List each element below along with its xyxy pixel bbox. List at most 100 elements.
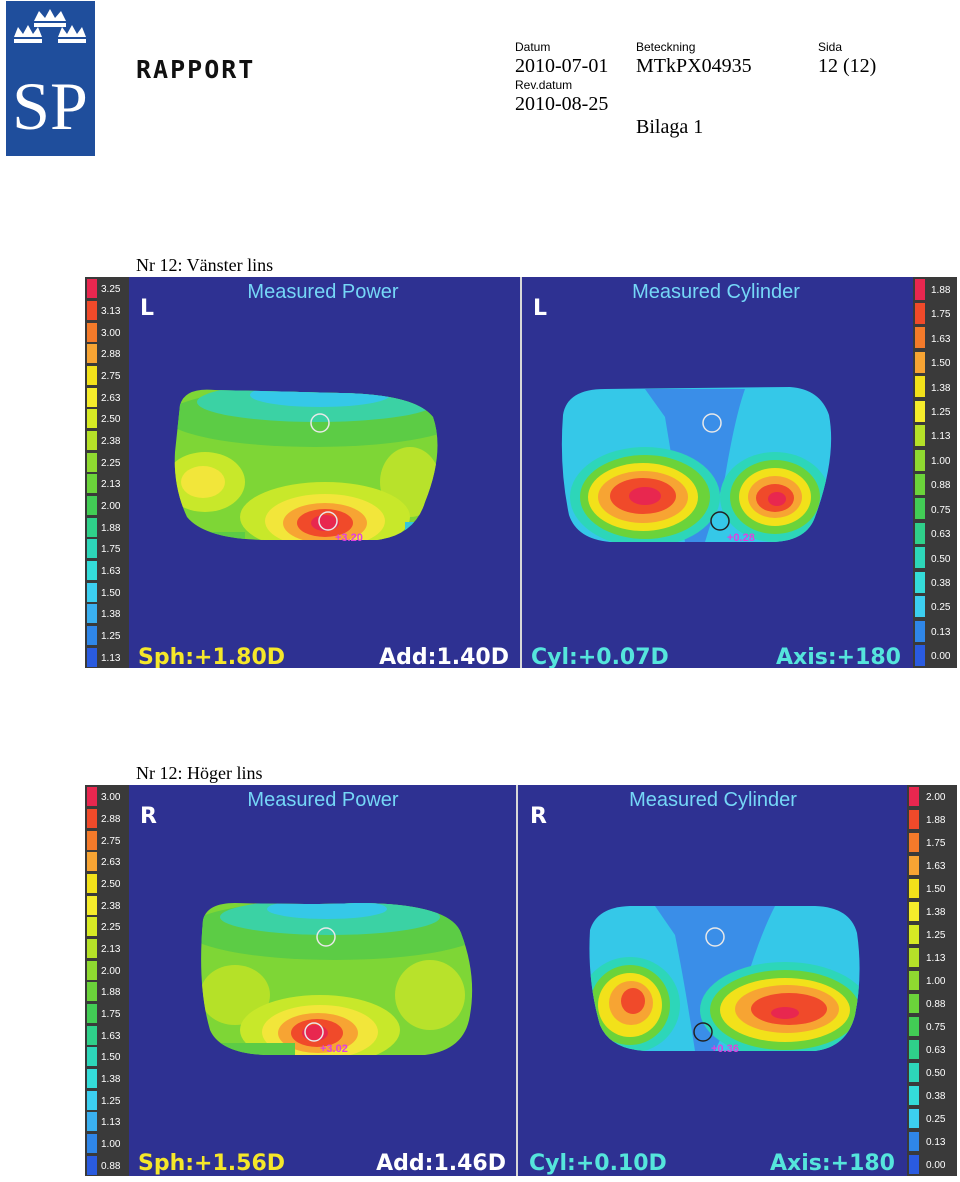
svg-text:0.63: 0.63 xyxy=(931,529,951,540)
crowns-icon xyxy=(14,9,86,43)
cyl-readout: Cyl:+0.07D xyxy=(531,645,669,668)
svg-text:0.00: 0.00 xyxy=(931,651,951,662)
svg-text:1.75: 1.75 xyxy=(931,309,951,320)
svg-text:3.25: 3.25 xyxy=(101,284,121,295)
svg-text:1.88: 1.88 xyxy=(101,523,121,534)
power-map-title: Measured Power xyxy=(247,281,399,303)
svg-text:1.50: 1.50 xyxy=(101,588,121,599)
axis-readout: Axis:+180 xyxy=(770,1151,895,1176)
axis-readout: Axis:+180 xyxy=(776,645,901,668)
sida-value: 12 (12) xyxy=(818,55,877,77)
svg-text:1.50: 1.50 xyxy=(101,1052,121,1063)
cylinder-near-circle xyxy=(710,511,730,531)
cylinder-fitting-circle xyxy=(702,413,722,433)
cylinder-fitting-circle xyxy=(705,927,725,947)
svg-text:1.63: 1.63 xyxy=(101,1031,121,1042)
cylinder-contour-map-right xyxy=(589,906,860,1051)
svg-text:0.75: 0.75 xyxy=(931,505,951,516)
svg-text:0.38: 0.38 xyxy=(926,1091,946,1102)
power-scale-labels: 3.25 3.13 3.00 2.88 2.75 2.63 2.50 2.38 … xyxy=(101,284,121,664)
svg-text:2.63: 2.63 xyxy=(101,393,121,404)
svg-text:1.38: 1.38 xyxy=(101,1074,121,1085)
svg-text:2.75: 2.75 xyxy=(101,836,121,847)
beteckning-value: MTkPX04935 xyxy=(636,55,752,77)
svg-text:2.13: 2.13 xyxy=(101,479,121,490)
svg-text:1.13: 1.13 xyxy=(926,953,946,964)
svg-text:1.88: 1.88 xyxy=(931,285,951,296)
svg-text:1.88: 1.88 xyxy=(926,815,946,826)
datum-value: 2010-07-01 xyxy=(515,55,609,77)
sida-label: Sida xyxy=(818,40,843,54)
report-title: RAPPORT xyxy=(136,55,256,84)
svg-text:1.63: 1.63 xyxy=(926,861,946,872)
svg-text:2.50: 2.50 xyxy=(101,414,121,425)
svg-text:1.13: 1.13 xyxy=(101,653,121,664)
cylinder-near-circle xyxy=(693,1022,713,1042)
svg-text:2.38: 2.38 xyxy=(101,436,121,447)
cylinder-scale-labels: 2.00 1.88 1.75 1.63 1.50 1.38 1.25 1.13 … xyxy=(926,792,946,1171)
svg-text:1.88: 1.88 xyxy=(101,987,121,998)
svg-text:2.38: 2.38 xyxy=(101,901,121,912)
sp-logo: SP xyxy=(6,1,95,156)
svg-text:2.50: 2.50 xyxy=(101,879,121,890)
svg-text:2.25: 2.25 xyxy=(101,458,121,469)
svg-text:2.88: 2.88 xyxy=(101,814,121,825)
svg-text:0.50: 0.50 xyxy=(931,554,951,565)
svg-text:0.25: 0.25 xyxy=(931,602,951,613)
svg-text:0.25: 0.25 xyxy=(926,1114,946,1125)
svg-text:2.63: 2.63 xyxy=(101,857,121,868)
svg-text:1.75: 1.75 xyxy=(926,838,946,849)
beteckning-label: Beteckning xyxy=(636,40,696,54)
sph-readout: Sph:+1.56D xyxy=(138,1151,285,1176)
svg-text:3.00: 3.00 xyxy=(101,792,121,803)
power-side-label: R xyxy=(140,804,157,829)
svg-text:0.75: 0.75 xyxy=(926,1022,946,1033)
section-title-right-lens: Nr 12: Höger lins xyxy=(136,763,263,783)
power-scale-bar-left xyxy=(85,277,129,668)
lens-map-panel-right: 3.00 2.88 2.75 2.63 2.50 2.38 2.25 2.13 … xyxy=(85,785,957,1176)
svg-text:2.13: 2.13 xyxy=(101,944,121,955)
lens-map-panel-left: 3.25 3.13 3.00 2.88 2.75 2.63 2.50 2.38 … xyxy=(85,277,957,668)
cylinder-scale-swatches xyxy=(915,279,925,666)
cylinder-scale-swatches xyxy=(909,787,919,1174)
svg-text:1.75: 1.75 xyxy=(101,1009,121,1020)
svg-text:1.38: 1.38 xyxy=(931,383,951,394)
near-point-circle xyxy=(304,1022,324,1042)
power-scale-swatches xyxy=(87,787,97,1175)
cylinder-map-title: Measured Cylinder xyxy=(629,789,797,811)
power-scale-labels: 3.00 2.88 2.75 2.63 2.50 2.38 2.25 2.13 … xyxy=(101,792,121,1172)
power-contour-map-right xyxy=(201,903,473,1055)
datum-label: Datum xyxy=(515,40,551,54)
svg-text:2.00: 2.00 xyxy=(101,966,121,977)
svg-text:2.88: 2.88 xyxy=(101,349,121,360)
cylinder-contour-map-left xyxy=(561,387,832,542)
svg-text:3.00: 3.00 xyxy=(101,328,121,339)
svg-text:2.75: 2.75 xyxy=(101,371,121,382)
cyl-readout: Cyl:+0.10D xyxy=(529,1151,667,1176)
fitting-point-circle xyxy=(310,413,330,433)
sph-readout: Sph:+1.80D xyxy=(138,645,285,668)
bilaga-label: Bilaga 1 xyxy=(636,116,704,138)
svg-text:1.50: 1.50 xyxy=(931,358,951,369)
svg-text:1.25: 1.25 xyxy=(931,407,951,418)
svg-text:1.13: 1.13 xyxy=(101,1117,121,1128)
svg-text:0.63: 0.63 xyxy=(926,1045,946,1056)
cylinder-side-label: R xyxy=(530,804,547,829)
cylinder-side-label: L xyxy=(533,296,547,321)
svg-text:1.00: 1.00 xyxy=(101,1139,121,1150)
svg-text:1.25: 1.25 xyxy=(101,631,121,642)
svg-text:1.00: 1.00 xyxy=(926,976,946,987)
svg-text:0.00: 0.00 xyxy=(926,1160,946,1171)
svg-text:0.88: 0.88 xyxy=(101,1161,121,1172)
add-readout: Add:1.46D xyxy=(376,1151,506,1176)
power-scale-swatches xyxy=(87,279,97,667)
power-contour-map-left xyxy=(174,389,438,540)
svg-text:1.75: 1.75 xyxy=(101,544,121,555)
cylinder-marker-value: +0.36 xyxy=(711,1043,739,1055)
svg-text:0.13: 0.13 xyxy=(926,1137,946,1148)
power-map-title: Measured Power xyxy=(247,789,399,811)
fitting-point-circle xyxy=(316,927,336,947)
svg-text:1.38: 1.38 xyxy=(926,907,946,918)
power-side-label: L xyxy=(140,296,154,321)
power-scale-bar-right xyxy=(85,785,129,1176)
